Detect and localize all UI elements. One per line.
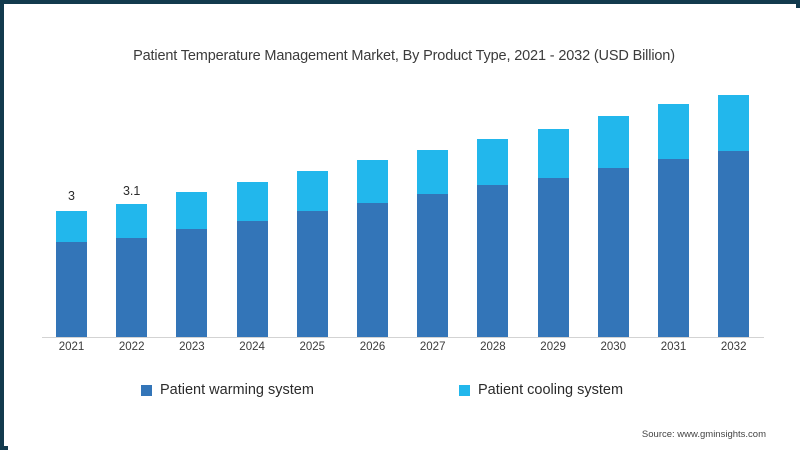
- x-tick-2021: 2021: [58, 341, 85, 353]
- bar-stack[interactable]: [477, 138, 509, 337]
- x-tick-2025: 2025: [299, 341, 326, 353]
- x-tick-2022: 2022: [118, 341, 145, 353]
- x-tick-2024: 2024: [239, 341, 265, 353]
- bar-stack[interactable]: [718, 95, 750, 337]
- legend-label: Patient cooling system: [478, 382, 624, 398]
- bar-segment-warming[interactable]: [56, 241, 87, 337]
- legend-swatch-icon: [141, 384, 152, 396]
- bar-segment-warming[interactable]: [658, 159, 689, 337]
- bar-segment-warming[interactable]: [236, 221, 268, 337]
- bar-segment-warming[interactable]: [296, 211, 328, 337]
- page-title: Patient Temperature Management Market, B…: [133, 48, 675, 64]
- bar-value-label: 3.1: [122, 184, 141, 199]
- bar-segment-warming[interactable]: [597, 168, 629, 337]
- bar-segment-cooling[interactable]: [597, 116, 629, 169]
- bar-segment-warming[interactable]: [537, 178, 569, 337]
- bar-stack[interactable]: [357, 160, 388, 337]
- bar-stack[interactable]: [417, 150, 449, 337]
- x-axis-line: [42, 337, 764, 338]
- bar-segment-warming[interactable]: [417, 194, 449, 337]
- x-tick-2027: 2027: [419, 341, 446, 353]
- source-attribution: Source: www.gminsights.com: [641, 429, 766, 440]
- bar-stack[interactable]: [56, 210, 87, 337]
- legend-swatch-icon: [459, 384, 470, 396]
- chart-legend: Patient warming system Patient cooling sy…: [4, 382, 800, 406]
- bar-segment-warming[interactable]: [357, 202, 388, 337]
- bar-stack[interactable]: [597, 116, 629, 337]
- bar-segment-cooling[interactable]: [537, 129, 569, 179]
- bar-stack[interactable]: [658, 104, 689, 337]
- bar-segment-cooling[interactable]: [116, 204, 148, 238]
- bar-segment-cooling[interactable]: [296, 171, 328, 212]
- bar-segment-warming[interactable]: [477, 185, 509, 337]
- bar-segment-warming[interactable]: [176, 229, 208, 337]
- x-tick-2023: 2023: [179, 341, 205, 353]
- bar-stack[interactable]: [116, 204, 148, 337]
- x-tick-2030: 2030: [600, 341, 627, 353]
- legend-item-cooling[interactable]: Patient cooling system: [459, 382, 623, 398]
- x-axis-tick-labels: 2021 2022 2023 2024 2025 2026 2027 2028 2029 2030…: [42, 341, 764, 363]
- bar-segment-cooling[interactable]: [417, 150, 449, 195]
- legend-item-warming[interactable]: Patient warming system: [141, 382, 314, 398]
- bar-segment-cooling[interactable]: [477, 138, 509, 186]
- bar-segment-warming[interactable]: [718, 151, 750, 337]
- x-tick-2032: 2032: [720, 341, 747, 353]
- bar-value-label: 3: [68, 188, 75, 203]
- bar-segment-cooling[interactable]: [176, 192, 208, 230]
- bar-stack[interactable]: [296, 171, 328, 337]
- bar-segment-cooling[interactable]: [357, 160, 388, 203]
- x-tick-2029: 2029: [540, 341, 566, 353]
- x-tick-2031: 2031: [660, 341, 687, 353]
- bar-stack[interactable]: [236, 182, 268, 337]
- plot-area: 3 3.1: [42, 84, 764, 337]
- bar-segment-cooling[interactable]: [658, 104, 689, 160]
- bar-stack[interactable]: [176, 192, 208, 337]
- x-tick-2028: 2028: [480, 341, 506, 353]
- x-tick-2026: 2026: [359, 341, 386, 353]
- legend-label: Patient warming system: [160, 382, 314, 398]
- bar-segment-cooling[interactable]: [236, 182, 268, 222]
- bar-stack[interactable]: [537, 129, 569, 337]
- bar-segment-warming[interactable]: [116, 237, 148, 337]
- bar-segment-cooling[interactable]: [718, 95, 750, 152]
- bar-segment-cooling[interactable]: [56, 210, 87, 242]
